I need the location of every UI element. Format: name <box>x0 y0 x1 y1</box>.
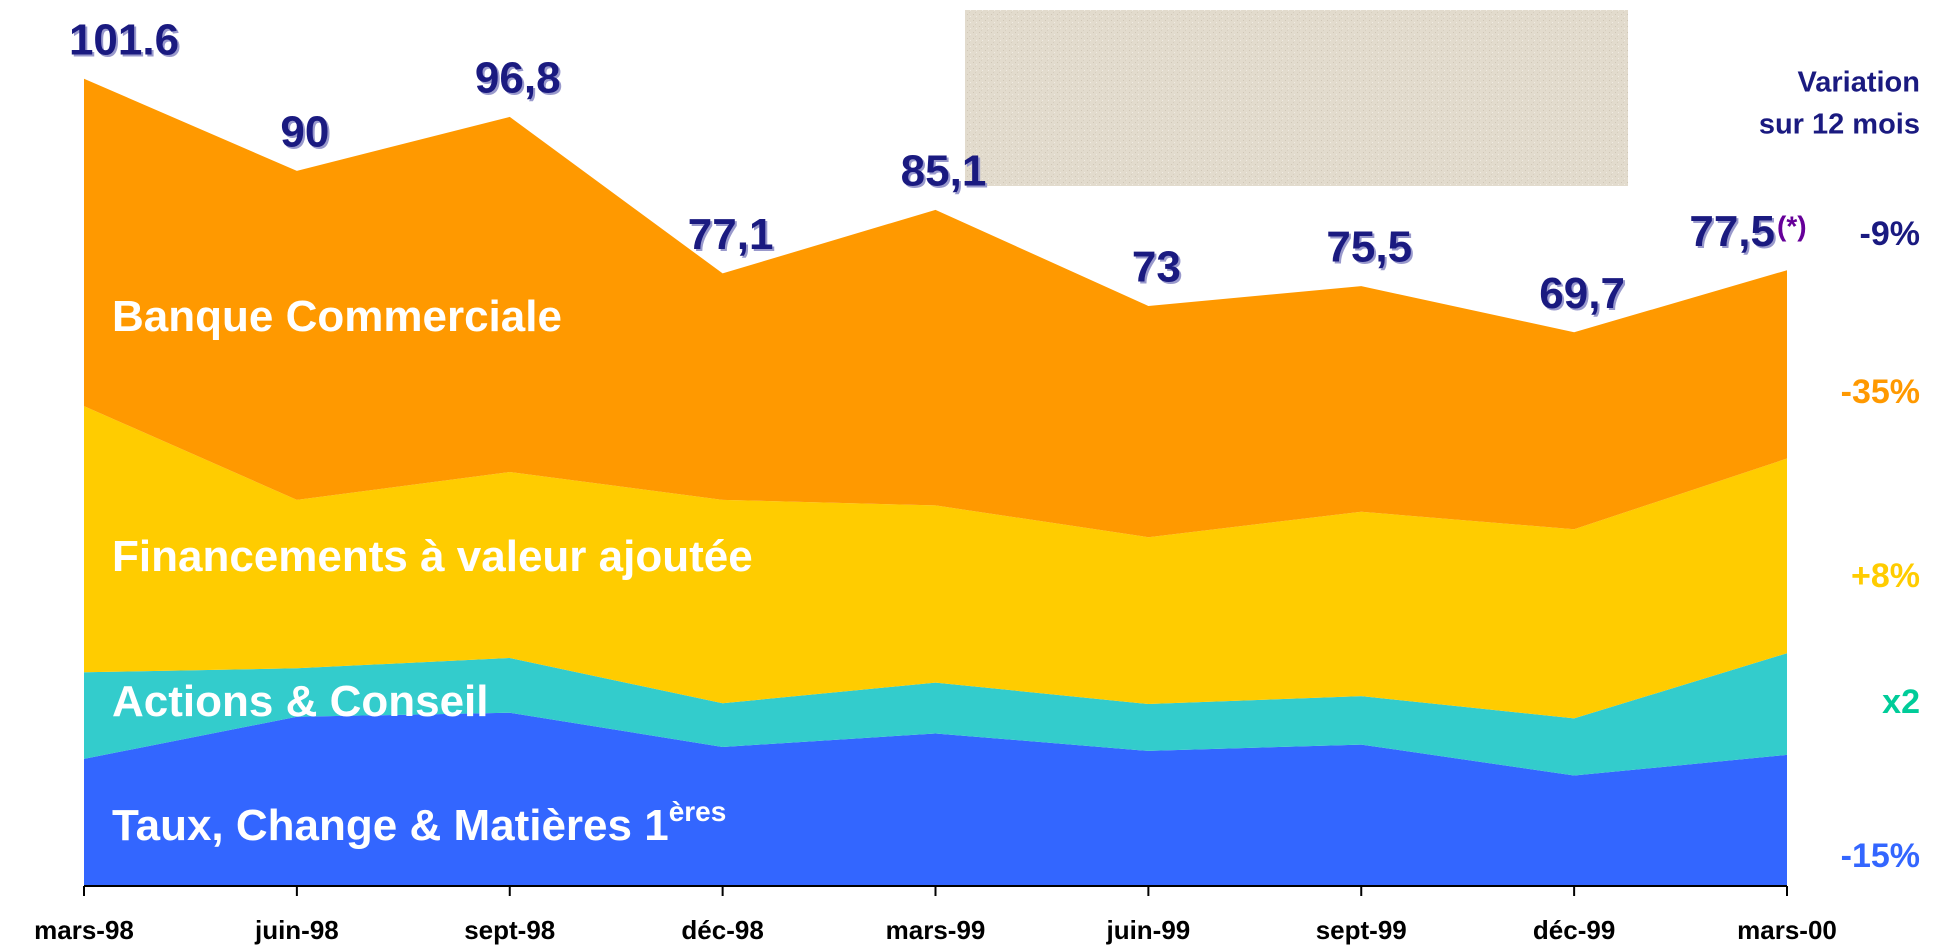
total-label: 69,7 <box>1539 269 1625 318</box>
series-label: Actions & Conseil <box>112 677 489 726</box>
chart: Taux, Change & Matières 1ères -15% Actions… <box>0 0 1934 946</box>
series-label: Banque Commerciale <box>112 292 562 341</box>
total-label: 75,5 <box>1326 223 1412 272</box>
variation-title: Variation <box>1798 67 1921 99</box>
x-tick-label: juin-98 <box>254 915 339 945</box>
series-label: Taux, Change & Matières 1ères <box>112 796 726 849</box>
variation-label: x2 <box>1882 683 1920 721</box>
total-note: (*) <box>1777 211 1807 242</box>
x-tick-label: mars-98 <box>34 915 134 945</box>
variation-label: -35% <box>1841 373 1920 411</box>
series-name: Financements à valeur ajoutée <box>112 532 753 581</box>
variation-label: -15% <box>1841 837 1920 875</box>
x-tick-label: déc-99 <box>1533 915 1615 945</box>
total-label: 101.6 <box>69 15 179 64</box>
total-label: 73 <box>1132 243 1181 292</box>
variation-label: +8% <box>1851 557 1920 595</box>
x-tick-label: juin-99 <box>1105 915 1190 945</box>
series-name-sup: ères <box>669 796 727 827</box>
x-tick-label: sept-99 <box>1316 915 1407 945</box>
series-label: Financements à valeur ajoutée <box>112 532 753 581</box>
variation-title: sur 12 mois <box>1759 109 1920 141</box>
total-label: 85,1 <box>901 146 987 195</box>
series-name: Taux, Change & Matières 1 <box>112 801 669 850</box>
texture-image <box>965 10 1628 186</box>
series-name: Banque Commerciale <box>112 292 562 341</box>
series-name: Actions & Conseil <box>112 677 489 726</box>
total-variation: -9% <box>1860 215 1920 253</box>
total-label: 77,5 <box>1689 207 1775 256</box>
x-tick-label: déc-98 <box>681 915 763 945</box>
x-tick-label: sept-98 <box>464 915 555 945</box>
total-label: 90 <box>280 108 329 157</box>
x-tick-label: mars-99 <box>886 915 986 945</box>
x-tick-label: mars-00 <box>1737 915 1837 945</box>
total-label: 96,8 <box>475 54 561 103</box>
total-label: 77,1 <box>688 210 774 259</box>
